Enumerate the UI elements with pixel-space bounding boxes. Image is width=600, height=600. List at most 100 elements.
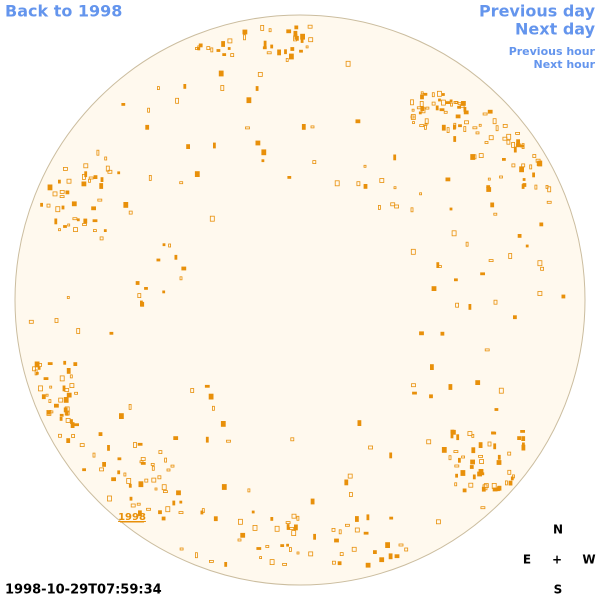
speck — [372, 550, 377, 554]
back-link[interactable]: Back to 1998 — [5, 2, 122, 21]
speck — [133, 442, 137, 448]
speck — [457, 457, 461, 463]
speck — [164, 457, 168, 463]
speck — [123, 472, 127, 477]
speck — [222, 53, 227, 56]
speck — [486, 185, 491, 189]
speck — [198, 43, 203, 48]
speck — [280, 544, 285, 547]
speck — [32, 366, 36, 372]
speck — [270, 44, 274, 49]
speck — [463, 126, 467, 132]
speck — [310, 125, 315, 129]
speck — [546, 200, 552, 204]
speck — [237, 518, 243, 525]
previous-hour-link[interactable]: Previous hour — [509, 45, 596, 58]
speck — [344, 523, 350, 527]
speck — [456, 434, 460, 441]
speck — [66, 178, 72, 184]
speck — [478, 454, 484, 458]
speck — [478, 468, 484, 475]
speck — [117, 470, 121, 475]
speck — [59, 195, 65, 199]
speck — [460, 470, 466, 476]
speck — [534, 184, 538, 190]
speck — [268, 28, 272, 33]
speck — [137, 293, 142, 299]
previous-day-link[interactable]: Previous day — [479, 2, 596, 21]
speck — [246, 97, 252, 104]
speck — [103, 229, 107, 233]
speck — [139, 300, 143, 307]
speck — [478, 123, 482, 127]
speck — [470, 459, 476, 465]
speck — [300, 39, 304, 43]
speck — [532, 172, 535, 178]
speck — [162, 243, 166, 247]
speck — [88, 176, 94, 180]
speck — [237, 538, 242, 542]
speck — [301, 124, 306, 130]
speck — [269, 559, 275, 565]
speck — [66, 296, 70, 299]
speck — [471, 447, 476, 454]
speck — [440, 99, 446, 106]
speck — [104, 156, 108, 161]
speck — [58, 433, 62, 438]
speck — [230, 53, 235, 57]
speck — [508, 253, 513, 259]
speck — [28, 319, 34, 324]
speck — [34, 361, 40, 368]
speck — [240, 532, 246, 538]
speck — [123, 201, 129, 208]
speck — [532, 154, 537, 158]
speck — [451, 429, 456, 435]
speck — [394, 204, 400, 209]
speck — [431, 101, 436, 106]
speck — [243, 34, 246, 41]
speck — [419, 331, 424, 336]
speck — [288, 53, 294, 60]
speck — [99, 236, 104, 241]
speck — [107, 495, 112, 502]
speck — [165, 506, 171, 513]
speck — [454, 101, 458, 104]
speck — [305, 45, 309, 49]
speck — [487, 441, 492, 447]
speck — [502, 136, 508, 141]
speck — [438, 98, 441, 102]
next-day-link[interactable]: Next day — [515, 20, 596, 39]
speck — [468, 482, 474, 488]
speck — [74, 423, 79, 427]
speck — [109, 331, 114, 335]
speck — [504, 480, 508, 486]
speck — [446, 127, 450, 133]
speck — [213, 516, 218, 522]
speck — [221, 484, 227, 490]
speck — [493, 443, 497, 450]
speck — [151, 477, 157, 483]
compass-north: N — [553, 523, 563, 537]
speck — [76, 218, 80, 222]
speck — [284, 49, 287, 55]
speck — [63, 396, 69, 403]
speck — [59, 189, 65, 194]
speck — [492, 118, 497, 125]
speck — [46, 409, 52, 416]
speck — [58, 397, 64, 403]
speck — [59, 416, 63, 421]
speck — [277, 49, 282, 56]
speck — [453, 278, 458, 282]
speck — [439, 108, 445, 112]
speck — [513, 146, 517, 153]
speck — [429, 364, 434, 371]
speck — [129, 496, 133, 501]
next-hour-link[interactable]: Next hour — [534, 58, 596, 71]
speck — [218, 70, 224, 77]
region-link[interactable]: 1998 — [118, 512, 146, 523]
speck — [368, 445, 374, 450]
speck — [499, 175, 503, 179]
speck — [290, 437, 295, 442]
speck — [97, 198, 103, 202]
